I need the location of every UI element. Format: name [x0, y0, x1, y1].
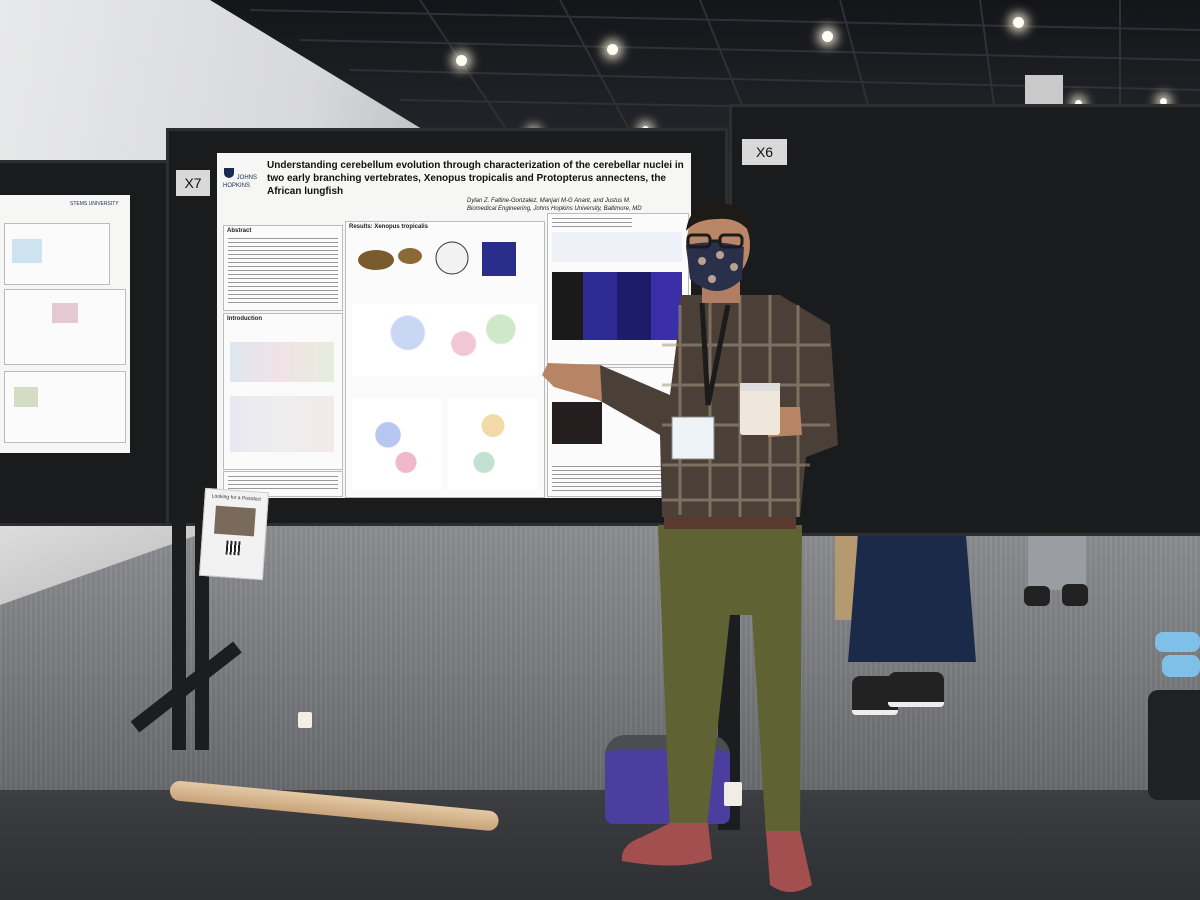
university-logo: JOHNS HOPKINS: [223, 167, 263, 190]
board-leg: [172, 520, 186, 750]
starmap-caption: [552, 218, 632, 228]
mouse-chicken-figure: [230, 396, 334, 452]
left-poster-panel: [4, 289, 126, 365]
shield-icon: [224, 168, 234, 178]
starmap-diagram: [552, 232, 682, 262]
left-poster-figure: [12, 239, 42, 263]
sneaker: [1155, 632, 1200, 652]
institution-name: JOHNS HOPKINS: [223, 175, 258, 189]
umap-figure: [352, 304, 538, 376]
background-person-skirt: [848, 532, 976, 662]
integration-figure: [352, 398, 442, 490]
trousers: [658, 525, 802, 835]
presenter: [542, 202, 838, 892]
abstract-panel: Abstract: [223, 225, 343, 311]
ceiling-light: [1075, 100, 1082, 107]
hair: [686, 202, 752, 235]
background-person-legs: [835, 530, 857, 620]
introduction-heading: Introduction: [227, 316, 262, 322]
backpack: [1148, 690, 1200, 800]
shoe: [1024, 586, 1050, 606]
hypothesis-panel: [223, 471, 343, 497]
lanyard: [699, 302, 731, 406]
ceiling-light: [1160, 98, 1167, 105]
starmap-images: [552, 272, 682, 340]
background-person-legs: [1028, 530, 1086, 590]
author-list: Dylan Z. Faltine-Gonzalez, Manjari M-G A…: [467, 198, 631, 204]
left-poster-figure: [14, 387, 38, 407]
ceiling-light: [607, 44, 618, 55]
left-hand: [542, 363, 602, 401]
sneaker: [888, 672, 944, 707]
ceiling-light: [822, 31, 833, 42]
board-leg: [195, 520, 209, 750]
left-poster: STEMS UNIVERSITY: [0, 195, 130, 453]
poster-authors: Dylan Z. Faltine-Gonzalez, Manjari M-G A…: [467, 197, 687, 213]
introduction-panel: Introduction: [223, 313, 343, 470]
coffee-lid: [740, 383, 780, 391]
hypothesis-text: [228, 476, 338, 492]
intro-figure: [230, 342, 334, 382]
left-poster-figure: [52, 303, 78, 323]
affiliation: Biomedical Engineering, Johns Hopkins Un…: [467, 206, 642, 212]
ceiling-light: [456, 55, 467, 66]
qr-code: [225, 540, 241, 556]
abstract-text: [228, 238, 338, 306]
board-label-x7: X7: [176, 170, 210, 196]
xenopus-results-heading: Results: Xenopus tropicalis: [349, 224, 429, 230]
floor-dark-strip: [0, 790, 1200, 900]
plaid-shirt: [590, 295, 838, 517]
glasses: [686, 233, 744, 249]
subcluster-figure: [448, 398, 538, 490]
paper-cup: [298, 712, 312, 728]
abstract-heading: Abstract: [227, 228, 252, 234]
name-badge: [671, 416, 715, 460]
postdoc-flyer: Looking for a Postdoc!: [199, 487, 269, 581]
summary-text: [552, 466, 682, 492]
xenopus-results-panel: Results: Xenopus tropicalis: [345, 221, 545, 498]
left-shoe: [621, 823, 712, 866]
lungfish-figure: [552, 402, 602, 444]
board-label-x6: X6: [742, 139, 787, 165]
left-poster-logo: STEMS UNIVERSITY: [70, 201, 119, 207]
paper-cup: [724, 782, 742, 806]
flyer-heading: Looking for a Postdoc!: [211, 493, 262, 503]
research-poster: JOHNS HOPKINS Understanding cerebellum e…: [217, 153, 691, 498]
flyer-photo: [213, 505, 256, 537]
coffee-cup: [740, 383, 780, 435]
face-mask: [686, 242, 744, 291]
shoe: [1062, 584, 1088, 606]
starmap-panel: [547, 213, 689, 365]
poster-title: Understanding cerebellum evolution throu…: [267, 160, 684, 197]
sneaker: [1162, 655, 1200, 677]
left-poster-panel: [4, 371, 126, 443]
right-shoe: [766, 831, 812, 892]
frog-dissection-figure: [358, 241, 516, 276]
ceiling-light: [1013, 17, 1024, 28]
